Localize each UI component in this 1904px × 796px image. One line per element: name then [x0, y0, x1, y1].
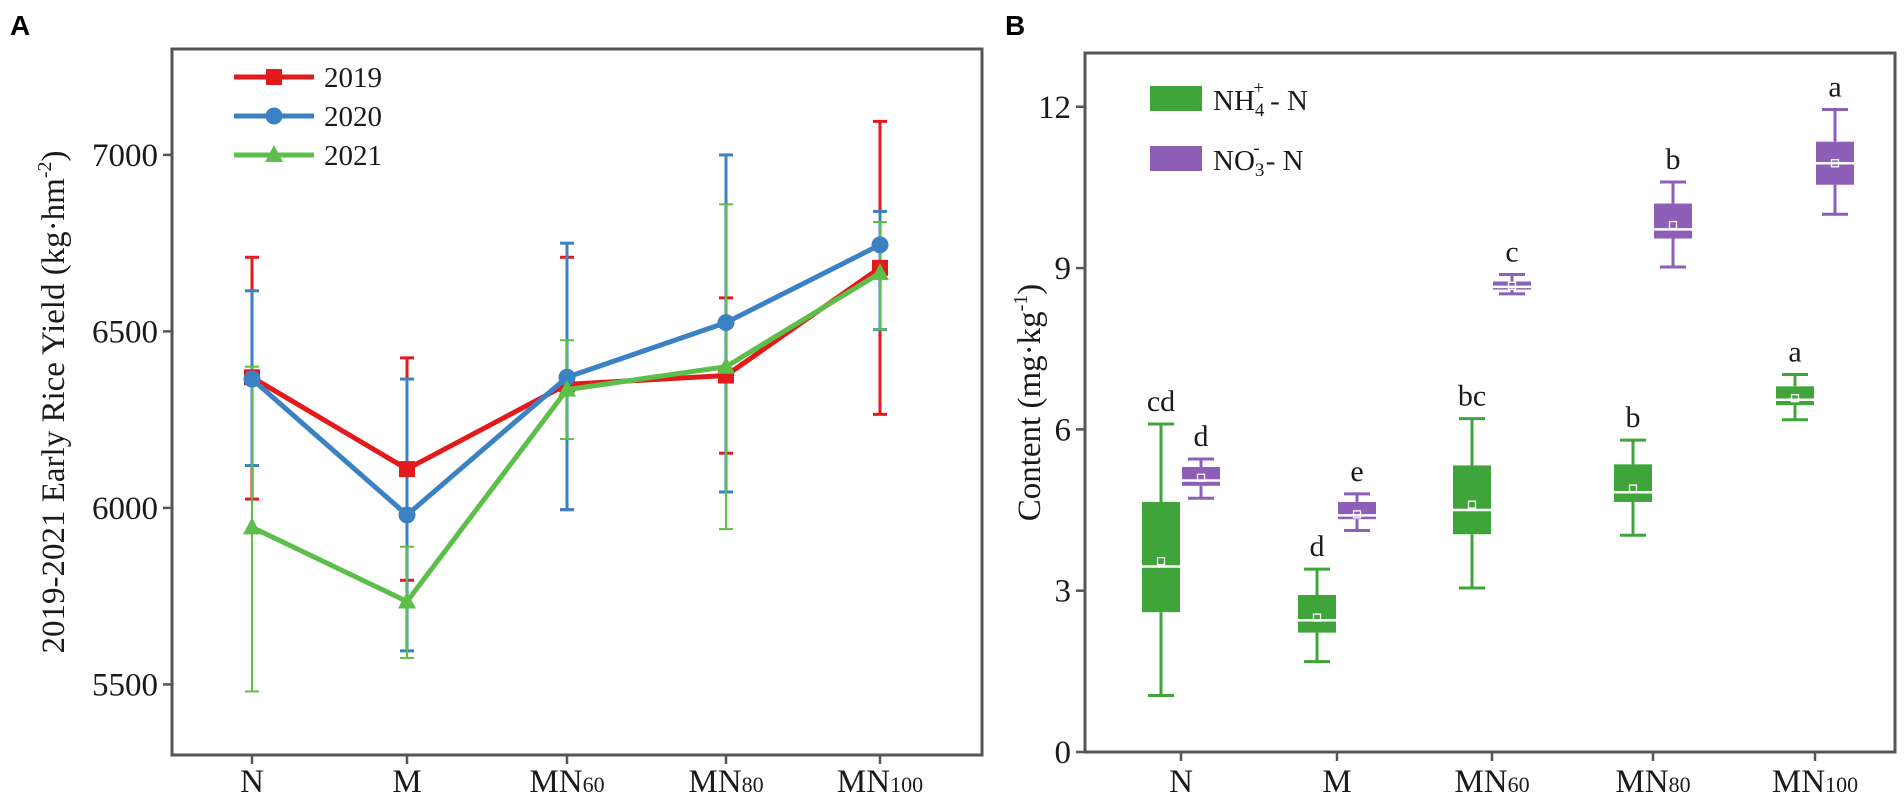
y-tick-label-b-12: 12 — [1038, 90, 1071, 126]
box-NH4+-N-4 — [1776, 386, 1814, 406]
y-axis-title-a: 2019-2021 Early Rice Yield (kg·hm-2) — [34, 150, 72, 653]
box-NO3--N-2 — [1493, 281, 1531, 290]
data-point-2020-3 — [717, 314, 735, 332]
panel-label-a: A — [10, 10, 30, 41]
x-tick-label-b-1: M — [1322, 764, 1351, 796]
legend-marker-2020 — [265, 107, 283, 125]
y-tick-label-b-9: 9 — [1055, 251, 1072, 287]
data-point-2021-2 — [558, 379, 576, 397]
chart-panel-a: 5500 6000 6500 7000 N M MN60 MN80 MN100 2019-2021… — [34, 47, 984, 796]
significance-letter-NH4+-N-4: a — [1788, 336, 1801, 369]
legend-marker-2019 — [266, 69, 282, 85]
y-tick-label-a-5500: 5500 — [92, 667, 158, 703]
mean-marker-NO3--N-1 — [1352, 510, 1362, 519]
box-NH4+-N-3 — [1614, 464, 1652, 502]
box-NH4+-N-2 — [1453, 465, 1491, 535]
mean-marker-NO3--N-4 — [1830, 159, 1840, 168]
y-tick-label-a-6000: 6000 — [92, 491, 158, 527]
significance-letter-NO3--N-0: d — [1194, 420, 1209, 453]
x-tick-label-a-2: MN60 — [529, 764, 604, 796]
y-tick-label-a-7000: 7000 — [92, 138, 158, 174]
x-tick-label-b-2: MN60 — [1454, 764, 1529, 796]
data-point-2021-0 — [243, 517, 261, 535]
y-tick-label-a-6500: 6500 — [92, 314, 158, 350]
data-point-2021-4 — [871, 263, 889, 281]
x-tick-label-a-3: MN80 — [688, 764, 763, 796]
legend-swatch-NO3--N — [1150, 146, 1202, 171]
plot-frame-b — [1083, 51, 1897, 754]
significance-letter-NH4+-N-3: b — [1626, 401, 1641, 434]
data-point-2020-1 — [398, 506, 416, 524]
significance-letter-NO3--N-2: c — [1505, 236, 1518, 269]
box-NO3--N-0 — [1182, 467, 1220, 486]
legend-label-NH4+-N: NH4+ - N — [1213, 78, 1308, 121]
data-point-2019-1 — [399, 461, 415, 478]
significance-letter-NO3--N-4: a — [1828, 70, 1841, 103]
panel-label-b: B — [1005, 10, 1025, 41]
significance-letter-NO3--N-1: e — [1350, 455, 1363, 488]
mean-marker-NO3--N-0 — [1196, 473, 1206, 482]
significance-letter-NO3--N-3: b — [1666, 143, 1681, 176]
significance-letter-NH4+-N-1: d — [1310, 530, 1325, 563]
legend-swatch-NH4+-N — [1150, 86, 1202, 111]
significance-letter-NH4+-N-2: bc — [1458, 380, 1486, 413]
y-tick-label-b-6: 6 — [1055, 412, 1072, 448]
mean-marker-NH4+-N-3 — [1628, 484, 1638, 493]
mean-marker-NH4+-N-0 — [1156, 556, 1166, 566]
y-tick-label-b-0: 0 — [1055, 735, 1072, 771]
data-point-2020-0 — [243, 370, 261, 388]
legend-label-2019: 2019 — [324, 62, 382, 94]
x-tick-label-a-0: N — [240, 764, 264, 796]
plot-frame-a — [170, 47, 984, 757]
y-tick-label-b-3: 3 — [1055, 574, 1072, 610]
x-tick-label-b-3: MN80 — [1615, 764, 1690, 796]
data-point-2021-1 — [398, 591, 416, 609]
x-tick-label-b-0: N — [1169, 764, 1193, 796]
legend-marker-2021 — [265, 145, 283, 162]
data-point-2021-3 — [717, 356, 735, 374]
mean-marker-NO3--N-3 — [1668, 220, 1678, 230]
significance-letter-NH4+-N-0: cd — [1147, 385, 1175, 418]
x-tick-label-b-4: MN100 — [1772, 764, 1858, 796]
mean-marker-NH4+-N-2 — [1467, 500, 1477, 509]
mean-marker-NH4+-N-1 — [1312, 613, 1322, 622]
y-axis-title-b: Content (mg·kg-1) — [1010, 284, 1048, 522]
legend-label-2021: 2021 — [324, 140, 382, 172]
mean-marker-NO3--N-2 — [1507, 281, 1517, 290]
x-tick-label-a-4: MN100 — [837, 764, 923, 796]
legend-label-NO3--N: NO3- - N — [1213, 138, 1304, 181]
mean-marker-NH4+-N-4 — [1790, 394, 1800, 403]
data-point-2020-4 — [871, 236, 889, 254]
x-tick-label-a-1: M — [392, 764, 421, 796]
legend-label-2020: 2020 — [324, 101, 382, 133]
data-point-2020-2 — [558, 368, 576, 386]
